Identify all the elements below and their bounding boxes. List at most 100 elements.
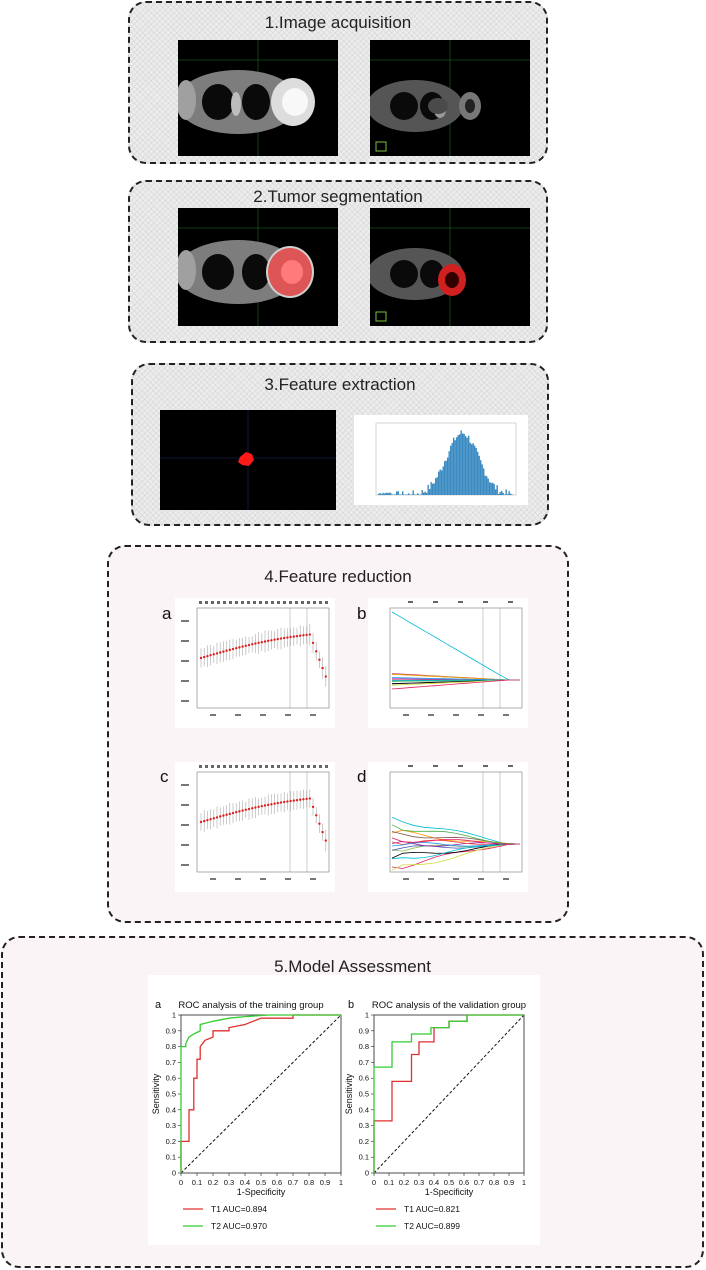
cv-point (318, 658, 321, 661)
cv-point (257, 805, 260, 809)
feature-count-tick (508, 601, 513, 603)
x-tick-label (285, 714, 291, 716)
step-title: 4.Feature reduction (264, 567, 412, 586)
histogram-bar (405, 494, 407, 495)
cv-point (324, 839, 327, 842)
x-tick-label (453, 714, 459, 716)
cv-point (273, 802, 276, 805)
feature-count-tick (483, 601, 488, 603)
histogram-bar (445, 460, 447, 495)
feature-count-tick (253, 601, 256, 604)
feature-count-tick (301, 765, 304, 768)
feature-count-tick (433, 765, 438, 767)
cv-point (299, 798, 302, 801)
cv-point (305, 797, 308, 801)
x-tick-label: 0.3 (414, 1178, 424, 1187)
histogram-bar (426, 492, 428, 495)
x-tick-label: 0.8 (304, 1178, 314, 1187)
cv-point (311, 641, 315, 645)
histogram-bar (444, 461, 446, 495)
feature-count-tick (229, 601, 232, 604)
histogram-bar (430, 482, 432, 495)
histogram-bar (507, 494, 509, 495)
y-tick-label: 0.3 (166, 1121, 176, 1130)
cv-point (289, 799, 292, 803)
cv-point (276, 801, 279, 805)
y-tick-label (181, 640, 189, 642)
cv-point (263, 804, 267, 807)
feature-count-tick (241, 601, 244, 604)
cv-point (286, 800, 289, 803)
histogram-bar (409, 494, 411, 495)
coefficient-path (391, 679, 520, 690)
lasso-path-plot-d (368, 762, 528, 892)
histogram-bar (414, 494, 416, 495)
histogram-bar (502, 492, 504, 495)
x-tick-label (428, 714, 434, 716)
histogram-bar (393, 494, 395, 495)
y-tick-label: 0.1 (359, 1153, 369, 1162)
lasso-path-plot-b (368, 598, 528, 728)
coefficient-path (391, 843, 521, 859)
x-tick-label (503, 714, 509, 716)
histogram-bar (490, 483, 492, 495)
x-tick-label (260, 878, 266, 880)
histogram-bar (493, 484, 495, 495)
cv-point (270, 803, 273, 806)
cv-point (279, 801, 283, 804)
step-title: 1.Image acquisition (264, 13, 412, 32)
feature-count-tick (235, 765, 238, 768)
x-tick-label (210, 714, 216, 716)
y-tick-label: 0.6 (166, 1074, 176, 1083)
histogram-bar (385, 492, 387, 495)
x-tick-label: 0 (372, 1178, 376, 1187)
y-axis-label: Sensitivity (151, 1073, 161, 1114)
step-title: 5.Model Assessment (274, 957, 431, 976)
histogram-bar (457, 435, 459, 495)
histogram-bar (480, 460, 482, 495)
feature-count-tick (313, 765, 316, 768)
cv-point (315, 650, 318, 653)
x-tick-label: 0.1 (384, 1178, 394, 1187)
feature-count-tick (211, 765, 214, 768)
cv-point (247, 807, 251, 811)
cv-point (209, 654, 212, 657)
histogram-bar (508, 491, 510, 495)
x-tick-label: 1 (339, 1178, 343, 1187)
roc-curve-t2 (373, 1014, 524, 1173)
feature-count-tick (277, 601, 280, 604)
histogram-bar (498, 493, 500, 495)
cv-point (203, 655, 206, 659)
x-tick-label: 0.6 (459, 1178, 469, 1187)
coefficient-path (391, 837, 521, 845)
y-tick-label: 1 (365, 1011, 369, 1020)
y-tick-label (181, 784, 189, 786)
y-tick-label: 0.8 (166, 1042, 176, 1051)
histogram-bar (466, 437, 468, 495)
histogram-bar (496, 485, 498, 495)
x-tick-label (310, 714, 316, 716)
y-tick-label: 0.7 (166, 1058, 176, 1067)
cv-point (321, 830, 324, 834)
cv-point (260, 640, 263, 644)
cv-point (238, 646, 241, 649)
cv-point (212, 653, 215, 656)
cv-point (212, 817, 215, 820)
cv-point (251, 643, 254, 646)
histogram-bar (408, 493, 410, 495)
histogram-bar (438, 471, 440, 495)
histogram-bar (463, 433, 465, 495)
step-title: 2.Tumor segmentation (253, 187, 423, 206)
cv-point (219, 815, 222, 818)
cv-point (254, 642, 257, 645)
x-tick-label: 0.4 (240, 1178, 250, 1187)
feature-count-tick (408, 765, 413, 767)
histogram-bar (465, 436, 467, 495)
histogram-bar (462, 433, 464, 495)
histogram-bar (477, 451, 479, 495)
legend-label: T1 AUC=0.821 (404, 1204, 460, 1214)
cv-point (238, 810, 241, 813)
histogram-bar (459, 434, 461, 495)
feature-count-tick (458, 601, 463, 603)
cv-point (305, 633, 308, 637)
